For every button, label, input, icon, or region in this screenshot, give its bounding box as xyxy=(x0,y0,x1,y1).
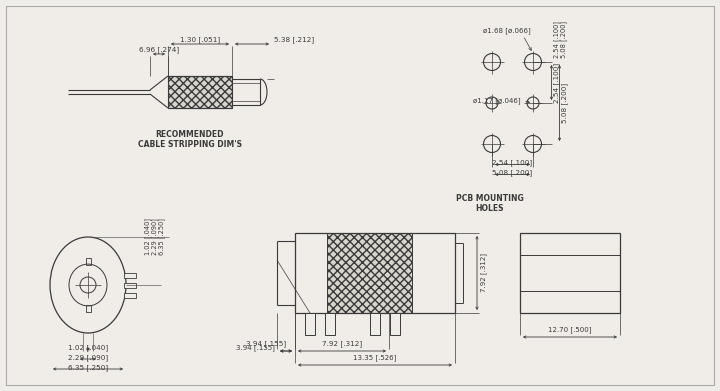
Text: 5.38 [.212]: 5.38 [.212] xyxy=(274,36,314,43)
Bar xyxy=(232,79,260,105)
Bar xyxy=(124,273,136,278)
Text: 5.08 [.200]: 5.08 [.200] xyxy=(492,170,533,176)
Text: 5.08 [.200]: 5.08 [.200] xyxy=(560,21,567,58)
Bar xyxy=(370,313,380,335)
Text: 6.35 [.250]: 6.35 [.250] xyxy=(68,364,108,371)
Text: 5.08 [.200]: 5.08 [.200] xyxy=(562,83,568,123)
Text: 7.92 [.312]: 7.92 [.312] xyxy=(322,340,362,347)
Text: 2.54 [.100]: 2.54 [.100] xyxy=(554,63,560,102)
Text: ø1.17 [ø.046]: ø1.17 [ø.046] xyxy=(473,98,521,104)
Bar xyxy=(168,76,232,108)
Bar xyxy=(520,233,620,313)
Text: 2.29 [.090]: 2.29 [.090] xyxy=(68,354,108,361)
Text: ø1.68 [ø.066]: ø1.68 [ø.066] xyxy=(483,27,531,34)
Text: 2.54 [.100]: 2.54 [.100] xyxy=(492,160,533,167)
Bar xyxy=(327,233,412,313)
Bar xyxy=(168,76,232,108)
Text: RECOMMENDED
CABLE STRIPPING DIM'S: RECOMMENDED CABLE STRIPPING DIM'S xyxy=(138,130,242,149)
Text: 12.70 [.500]: 12.70 [.500] xyxy=(548,326,592,333)
Text: 13.35 [.526]: 13.35 [.526] xyxy=(354,354,397,361)
Bar xyxy=(124,293,136,298)
Text: 3.94 [.155]: 3.94 [.155] xyxy=(236,344,275,351)
Bar xyxy=(390,313,400,335)
Bar xyxy=(295,233,455,313)
Text: 1.02 [.040]: 1.02 [.040] xyxy=(68,344,108,351)
Text: 2.29 [.090]: 2.29 [.090] xyxy=(151,218,158,255)
Bar xyxy=(327,233,412,313)
Bar xyxy=(86,258,91,265)
Bar xyxy=(325,313,335,335)
Text: 2.54 [.100]: 2.54 [.100] xyxy=(554,21,560,58)
Text: 3.94 [.155]: 3.94 [.155] xyxy=(246,340,286,347)
Text: 1.30 [.051]: 1.30 [.051] xyxy=(180,36,220,43)
Text: 6.35 [.250]: 6.35 [.250] xyxy=(158,218,165,255)
Text: 6.96 [.274]: 6.96 [.274] xyxy=(139,46,179,53)
Bar xyxy=(86,305,91,312)
Bar xyxy=(124,283,136,288)
Text: 7.92 [.312]: 7.92 [.312] xyxy=(480,253,487,292)
Bar xyxy=(305,313,315,335)
Text: 1.02 [.040]: 1.02 [.040] xyxy=(144,218,150,255)
Text: PCB MOUNTING
HOLES: PCB MOUNTING HOLES xyxy=(456,194,524,213)
